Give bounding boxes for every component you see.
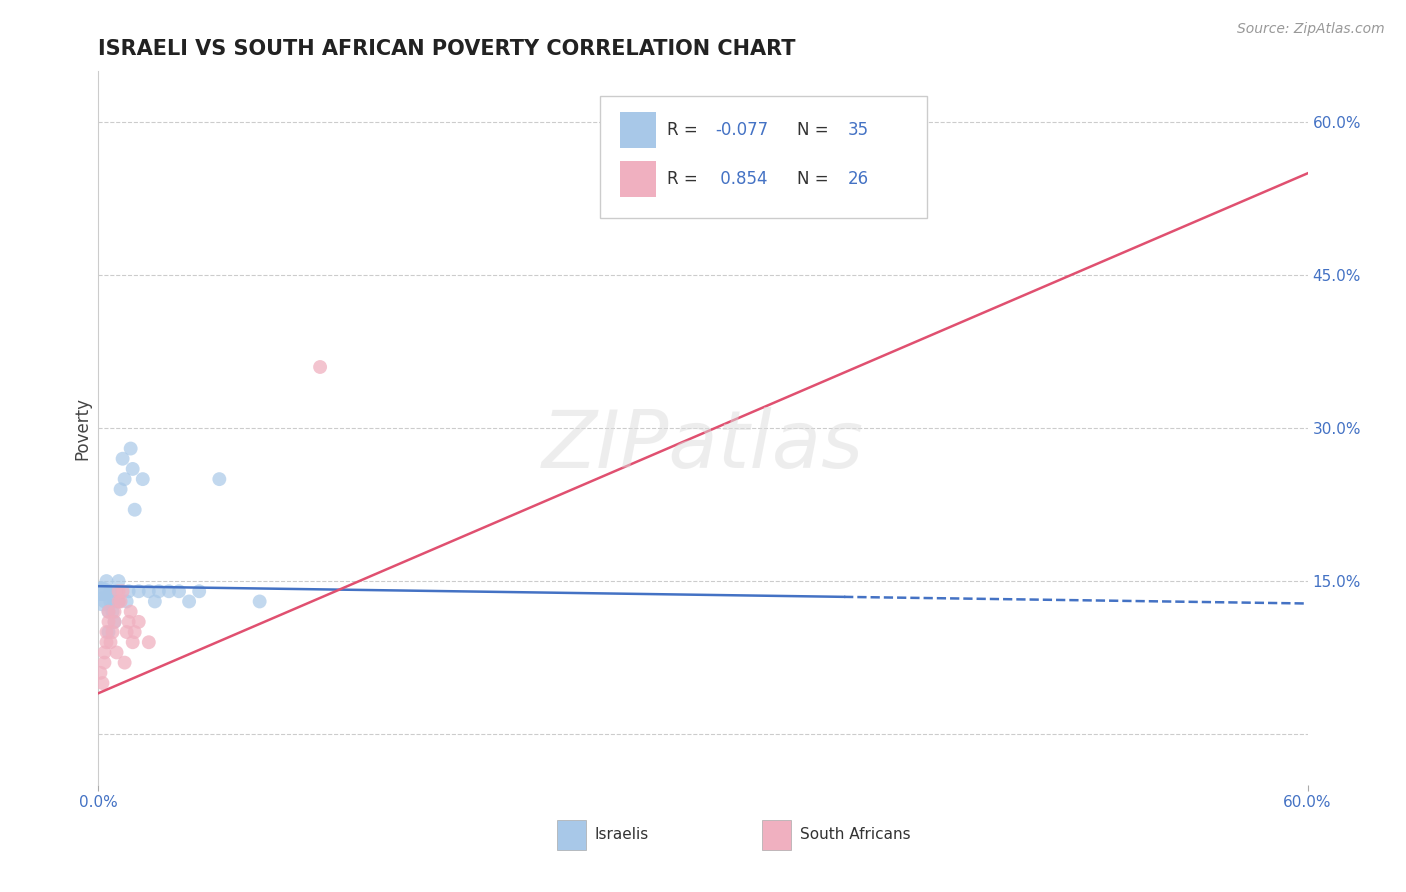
Point	[124, 625, 146, 640]
Text: N =: N =	[797, 170, 834, 188]
Text: South Africans: South Africans	[800, 828, 910, 842]
Text: R =: R =	[666, 121, 703, 139]
FancyBboxPatch shape	[620, 161, 655, 197]
Point	[121, 462, 143, 476]
Point	[111, 584, 134, 599]
Point	[138, 635, 160, 649]
Point	[143, 594, 166, 608]
Point	[96, 625, 118, 640]
Text: Source: ZipAtlas.com: Source: ZipAtlas.com	[1237, 22, 1385, 37]
Point	[157, 584, 180, 599]
Point	[103, 594, 125, 608]
Point	[103, 605, 125, 619]
Point	[96, 635, 118, 649]
Point	[100, 635, 122, 649]
Text: N =: N =	[797, 121, 834, 139]
Point	[114, 472, 136, 486]
Point	[115, 594, 138, 608]
Point	[138, 584, 160, 599]
Point	[93, 594, 115, 608]
Point	[124, 502, 146, 516]
Text: ZIPatlas: ZIPatlas	[541, 407, 865, 485]
Point	[103, 615, 125, 629]
Point	[107, 574, 129, 588]
Point	[97, 625, 120, 640]
Point	[91, 594, 114, 608]
Text: Israelis: Israelis	[595, 828, 648, 842]
Point	[97, 605, 120, 619]
Point	[110, 483, 132, 497]
Point	[121, 635, 143, 649]
Point	[97, 615, 120, 629]
Point	[208, 472, 231, 486]
Point	[93, 656, 115, 670]
Point	[179, 594, 201, 608]
Point	[100, 594, 122, 608]
Y-axis label: Poverty: Poverty	[73, 397, 91, 459]
Point	[107, 594, 129, 608]
Point	[101, 605, 124, 619]
Point	[96, 574, 118, 588]
Point	[100, 584, 122, 599]
Point	[132, 472, 155, 486]
FancyBboxPatch shape	[600, 96, 927, 218]
Point	[91, 676, 114, 690]
Point	[128, 584, 150, 599]
Point	[120, 442, 142, 456]
Point	[107, 584, 129, 599]
Point	[96, 584, 118, 599]
Point	[309, 359, 332, 374]
Point	[167, 584, 190, 599]
Point	[105, 584, 128, 599]
Point	[89, 584, 111, 599]
Point	[105, 645, 128, 659]
FancyBboxPatch shape	[762, 820, 792, 850]
Point	[110, 594, 132, 608]
Point	[188, 584, 211, 599]
FancyBboxPatch shape	[620, 112, 655, 148]
Point	[249, 594, 271, 608]
Point	[118, 615, 141, 629]
Point	[101, 625, 124, 640]
Point	[97, 605, 120, 619]
Point	[89, 665, 111, 680]
Point	[107, 594, 129, 608]
Text: 0.854: 0.854	[716, 170, 768, 188]
Point	[115, 625, 138, 640]
Text: 35: 35	[848, 121, 869, 139]
Point	[91, 584, 114, 599]
Text: ISRAELI VS SOUTH AFRICAN POVERTY CORRELATION CHART: ISRAELI VS SOUTH AFRICAN POVERTY CORRELA…	[98, 38, 796, 59]
Point	[120, 605, 142, 619]
Text: 26: 26	[848, 170, 869, 188]
Point	[148, 584, 170, 599]
Text: -0.077: -0.077	[716, 121, 768, 139]
Point	[118, 584, 141, 599]
FancyBboxPatch shape	[557, 820, 586, 850]
Point	[93, 645, 115, 659]
Point	[114, 656, 136, 670]
Point	[128, 615, 150, 629]
Point	[111, 451, 134, 466]
Point	[103, 615, 125, 629]
Text: R =: R =	[666, 170, 703, 188]
